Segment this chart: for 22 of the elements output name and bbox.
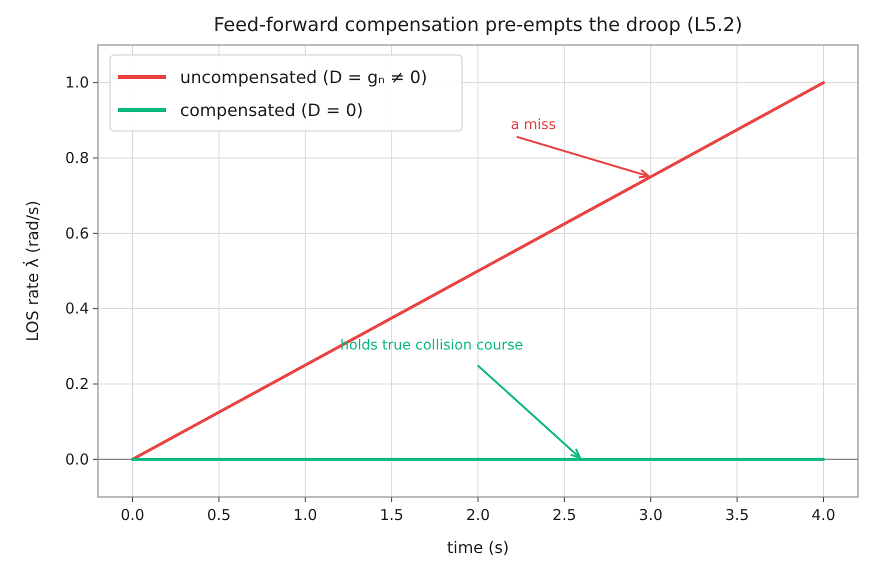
y-tick-label: 0.6 — [65, 224, 89, 242]
y-axis-title: LOS rate λ̇ (rad/s) — [22, 200, 42, 342]
annotation: holds true collision course — [340, 337, 524, 354]
legend-label: uncompensated (D = gₙ ≠ 0) — [180, 68, 428, 88]
x-tick-label: 3.0 — [638, 506, 663, 524]
x-tick-label: 0.0 — [120, 506, 144, 524]
x-tick-label: 1.0 — [293, 506, 318, 524]
y-tick-label: 0.4 — [65, 300, 89, 318]
x-tick-label: 4.0 — [812, 506, 836, 524]
y-tick-label: 0.8 — [65, 149, 89, 167]
annotation: a miss — [510, 116, 556, 133]
y-tick-label: 0.0 — [65, 450, 89, 468]
x-tick-label: 3.5 — [725, 506, 750, 524]
x-tick-label: 1.5 — [380, 506, 404, 524]
y-tick-label: 1.0 — [65, 74, 89, 92]
x-tick-label: 2.0 — [466, 506, 490, 524]
x-axis-title: time (s) — [446, 538, 510, 557]
x-tick-label: 2.5 — [552, 506, 576, 524]
legend-label: compensated (D = 0) — [180, 101, 364, 121]
chart-title: Feed-forward compensation pre-empts the droop (L5.2) — [214, 14, 742, 36]
x-tick-label: 0.5 — [206, 506, 231, 524]
y-tick-label: 0.2 — [65, 375, 89, 393]
